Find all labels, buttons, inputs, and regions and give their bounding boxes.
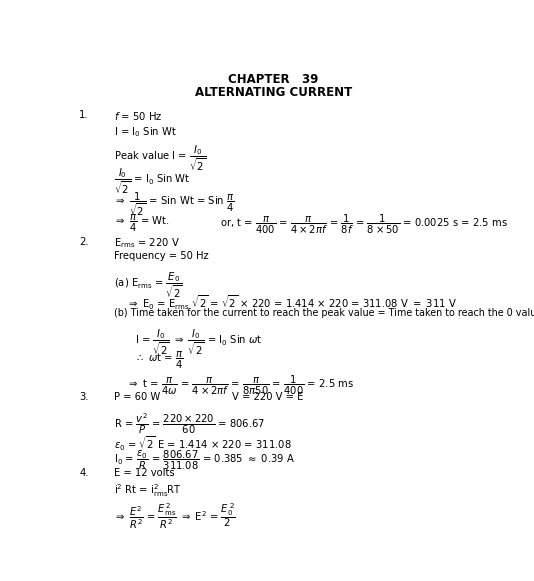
Text: 4.: 4.: [79, 468, 89, 478]
Text: or, t = $\dfrac{\pi}{400}$ = $\dfrac{\pi}{4\times2\pi f}$ = $\dfrac{1}{8f}$ = $\: or, t = $\dfrac{\pi}{400}$ = $\dfrac{\pi…: [220, 213, 508, 236]
Text: 3.: 3.: [79, 392, 89, 402]
Text: $f$ = 50 Hz: $f$ = 50 Hz: [114, 110, 163, 122]
Text: R = $\dfrac{v^2}{P}$ = $\dfrac{220\times220}{60}$ = 806.67: R = $\dfrac{v^2}{P}$ = $\dfrac{220\times…: [114, 411, 266, 436]
Text: CHAPTER   39: CHAPTER 39: [229, 73, 319, 86]
Text: $\Rightarrow$ $\dfrac{E^2}{R^2}$ = $\dfrac{E^2_\mathregular{ms}}{R^2}$ $\Rightar: $\Rightarrow$ $\dfrac{E^2}{R^2}$ = $\dfr…: [114, 501, 236, 531]
Text: i$^2$ Rt = i$^2_\mathregular{rms}$RT: i$^2$ Rt = i$^2_\mathregular{rms}$RT: [114, 483, 182, 500]
Text: $\Rightarrow$ $\dfrac{1}{\sqrt{2}}$ = Sin Wt = Sin $\dfrac{\pi}{4}$: $\Rightarrow$ $\dfrac{1}{\sqrt{2}}$ = Si…: [114, 190, 235, 218]
Text: ALTERNATING CURRENT: ALTERNATING CURRENT: [195, 86, 352, 99]
Text: I = I$_\mathregular{0}$ Sin Wt: I = I$_\mathregular{0}$ Sin Wt: [114, 125, 177, 138]
Text: 2.: 2.: [79, 236, 89, 246]
Text: $\dfrac{I_0}{\sqrt{2}}$ = I$_\mathregular{0}$ Sin Wt: $\dfrac{I_0}{\sqrt{2}}$ = I$_\mathregula…: [114, 167, 191, 196]
Text: $\Rightarrow$ t = $\dfrac{\pi}{4\omega}$ = $\dfrac{\pi}{4\times2\pi f}$ = $\dfra: $\Rightarrow$ t = $\dfrac{\pi}{4\omega}$…: [127, 374, 354, 397]
Text: 1.: 1.: [79, 110, 89, 120]
Text: (a) E$_\mathregular{rms}$ = $\dfrac{E_0}{\sqrt{2}}$: (a) E$_\mathregular{rms}$ = $\dfrac{E_0}…: [114, 270, 183, 300]
Text: I$_\mathregular{0}$ = $\dfrac{\varepsilon_0}{R}$ = $\dfrac{806.67}{311.08}$ = 0.: I$_\mathregular{0}$ = $\dfrac{\varepsilo…: [114, 449, 295, 472]
Text: I = $\dfrac{I_0}{\sqrt{2}}$ $\Rightarrow$ $\dfrac{I_0}{\sqrt{2}}$ = I$_\mathregu: I = $\dfrac{I_0}{\sqrt{2}}$ $\Rightarrow…: [135, 327, 262, 357]
Text: $\varepsilon_\mathregular{0}$ = $\sqrt{2}$ E = 1.414 $\times$ 220 = 311.08: $\varepsilon_\mathregular{0}$ = $\sqrt{2…: [114, 435, 292, 453]
Text: E$_\mathregular{rms}$ = 220 V: E$_\mathregular{rms}$ = 220 V: [114, 236, 180, 250]
Text: E = 12 volts: E = 12 volts: [114, 468, 175, 478]
Text: Peak value I = $\dfrac{I_0}{\sqrt{2}}$: Peak value I = $\dfrac{I_0}{\sqrt{2}}$: [114, 144, 207, 173]
Text: P = 60 W: P = 60 W: [114, 392, 161, 402]
Text: $\therefore$ $\omega$t = $\dfrac{\pi}{4}$: $\therefore$ $\omega$t = $\dfrac{\pi}{4}…: [135, 350, 184, 371]
Text: Frequency = 50 Hz: Frequency = 50 Hz: [114, 252, 209, 261]
Text: (b) Time taken for the current to reach the peak value = Time taken to reach the: (b) Time taken for the current to reach …: [114, 308, 534, 318]
Text: V = 220 V = E: V = 220 V = E: [232, 392, 304, 402]
Text: $\Rightarrow$ $\dfrac{\pi}{4}$ = Wt.: $\Rightarrow$ $\dfrac{\pi}{4}$ = Wt.: [114, 213, 170, 235]
Text: $\Rightarrow$ E$_\mathregular{0}$ = E$_\mathregular{rms}$ $\sqrt{2}$ = $\sqrt{2}: $\Rightarrow$ E$_\mathregular{0}$ = E$_\…: [127, 293, 457, 312]
